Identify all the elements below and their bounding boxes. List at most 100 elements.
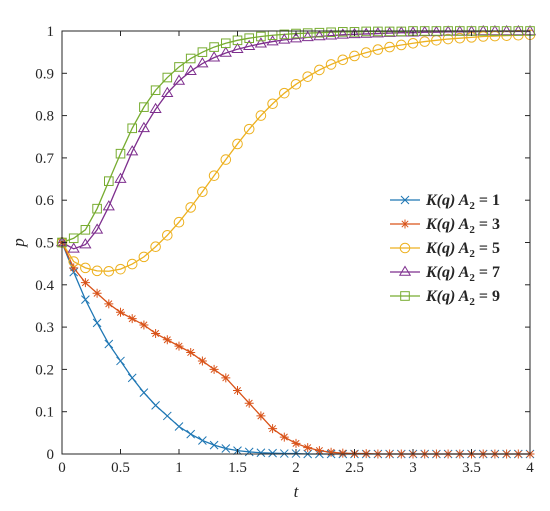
data-point bbox=[102, 200, 115, 211]
data-point bbox=[314, 27, 325, 38]
axis-ticks: 0 0.5 1 1.5 2 2.5 3 3.5 4 0 0.1 0.2 0.3 0.4 0.5 0.6 0.7 0… bbox=[35, 24, 534, 476]
legend-item: K(q) A2 = 5 bbox=[390, 240, 500, 260]
data-point bbox=[267, 98, 278, 110]
legend-label-main: K(q) A bbox=[425, 192, 470, 209]
data-point bbox=[268, 448, 277, 458]
y-tick-label: 0.8 bbox=[35, 109, 54, 125]
data-point bbox=[104, 176, 114, 186]
x-tick-label: 2 bbox=[292, 460, 300, 476]
data-point bbox=[103, 265, 115, 277]
data-point bbox=[127, 314, 137, 324]
data-point bbox=[221, 444, 231, 453]
legend-label-main: K(q) A bbox=[425, 264, 470, 281]
legend-swatch-marker bbox=[400, 195, 410, 205]
data-point bbox=[254, 37, 268, 48]
data-point bbox=[233, 386, 242, 396]
data-point bbox=[372, 44, 384, 55]
data-point bbox=[207, 51, 221, 62]
data-point bbox=[396, 39, 407, 51]
data-point bbox=[279, 432, 289, 442]
legend-swatch-marker bbox=[400, 219, 410, 229]
data-point bbox=[137, 121, 151, 133]
data-point bbox=[126, 145, 139, 156]
data-point bbox=[208, 170, 220, 181]
data-point bbox=[173, 216, 185, 228]
data-point bbox=[220, 154, 232, 165]
data-point bbox=[348, 27, 361, 39]
data-point bbox=[162, 411, 172, 421]
legend-label-main: K(q) A bbox=[425, 240, 470, 257]
data-point bbox=[232, 138, 243, 150]
data-point bbox=[138, 251, 150, 263]
data-point bbox=[326, 27, 336, 38]
x-tick-label: 1.5 bbox=[228, 460, 247, 476]
legend-label: K(q) A2 = 9 bbox=[425, 288, 500, 308]
data-point bbox=[69, 263, 79, 273]
data-point bbox=[184, 64, 197, 75]
data-point bbox=[209, 42, 219, 52]
data-point bbox=[256, 31, 266, 42]
y-tick-label: 0.6 bbox=[35, 193, 54, 209]
data-point bbox=[442, 33, 454, 45]
legend-label-subscript: 2 bbox=[469, 224, 475, 236]
legend-label-main: K(q) A bbox=[425, 288, 470, 305]
data-point bbox=[197, 186, 208, 198]
data-point bbox=[162, 72, 173, 83]
x-axis-title: t bbox=[294, 482, 300, 501]
data-point bbox=[150, 241, 161, 253]
data-point bbox=[302, 28, 313, 38]
legend-item: K(q) A2 = 9 bbox=[390, 288, 500, 308]
data-point bbox=[301, 30, 314, 42]
data-point bbox=[303, 443, 313, 453]
data-point bbox=[162, 335, 172, 345]
legend-label-main: K(q) A bbox=[425, 216, 470, 233]
legend-label: K(q) A2 = 1 bbox=[425, 192, 500, 212]
data-point bbox=[314, 64, 325, 76]
legend-label-subscript: 2 bbox=[469, 272, 475, 284]
data-point bbox=[79, 238, 92, 249]
data-point bbox=[174, 341, 184, 351]
legend-item: K(q) A2 = 1 bbox=[390, 192, 500, 212]
data-point bbox=[244, 447, 254, 457]
data-point bbox=[186, 429, 196, 439]
data-point bbox=[371, 27, 385, 38]
x-tick-label: 0.5 bbox=[111, 460, 130, 476]
data-point bbox=[80, 225, 91, 235]
data-point bbox=[149, 102, 162, 114]
data-point bbox=[221, 373, 231, 383]
data-point bbox=[209, 440, 219, 450]
y-tick-label: 0 bbox=[47, 447, 55, 463]
data-point bbox=[139, 388, 149, 398]
data-point bbox=[151, 328, 161, 338]
data-point bbox=[115, 148, 126, 159]
data-point bbox=[127, 373, 137, 383]
data-point bbox=[290, 78, 302, 90]
data-point bbox=[256, 448, 266, 458]
data-point bbox=[488, 24, 502, 36]
data-point bbox=[185, 53, 196, 64]
x-tick-label: 4 bbox=[526, 460, 534, 476]
data-point bbox=[454, 32, 466, 44]
data-point bbox=[196, 57, 209, 68]
data-point bbox=[198, 436, 207, 445]
data-point bbox=[92, 318, 102, 328]
data-point bbox=[80, 262, 91, 274]
data-point bbox=[279, 29, 290, 40]
data-point bbox=[255, 110, 267, 121]
x-tick-label: 3.5 bbox=[462, 460, 481, 476]
data-point bbox=[81, 295, 90, 304]
legend-label-subscript: 2 bbox=[469, 248, 475, 260]
data-point bbox=[139, 320, 149, 330]
data-point bbox=[279, 87, 290, 99]
data-point bbox=[80, 278, 90, 288]
data-point bbox=[243, 123, 255, 135]
data-point bbox=[68, 233, 79, 244]
data-point bbox=[92, 288, 102, 298]
data-point bbox=[139, 102, 149, 112]
data-point bbox=[349, 27, 360, 37]
data-point bbox=[268, 424, 278, 434]
legend-swatch-marker bbox=[398, 265, 412, 276]
data-point bbox=[197, 356, 207, 366]
series-markers-5 bbox=[57, 26, 535, 248]
